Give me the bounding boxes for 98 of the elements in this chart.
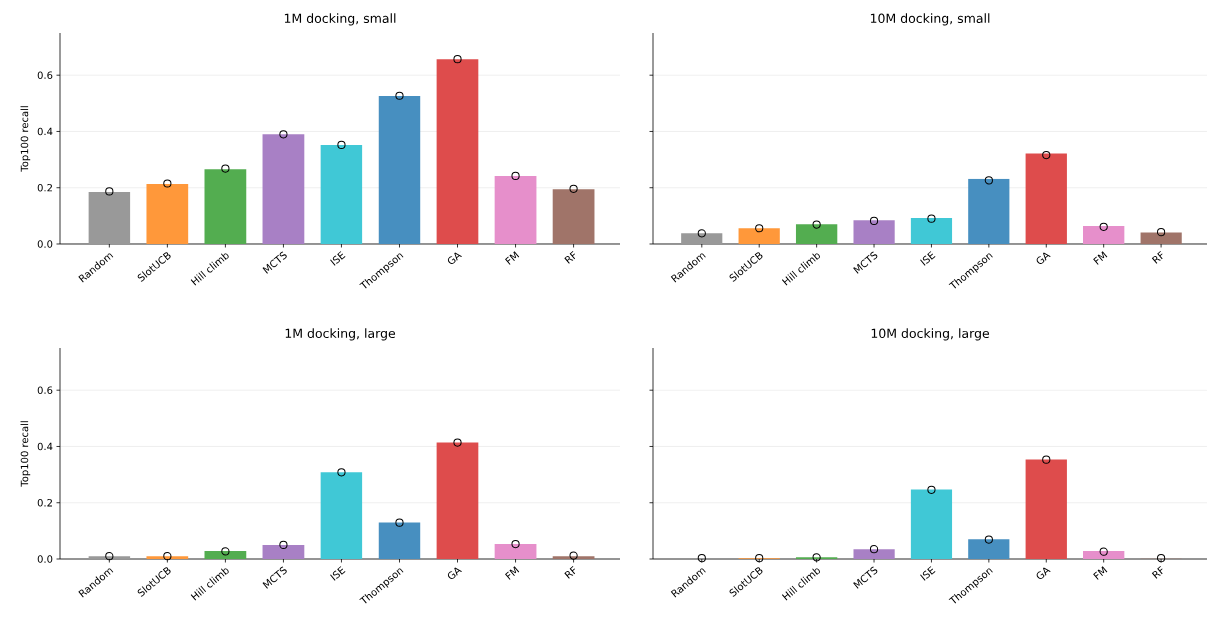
point	[1042, 455, 1051, 464]
bar	[1083, 551, 1125, 559]
bar	[552, 189, 595, 244]
chart-title: 1M docking, small	[284, 13, 396, 26]
bar	[910, 489, 953, 559]
bar	[436, 442, 479, 559]
point	[395, 518, 404, 527]
point	[511, 171, 520, 181]
x-tick-label: RF	[1151, 565, 1163, 579]
bar	[204, 169, 247, 244]
point	[163, 179, 172, 188]
point	[755, 224, 764, 233]
point	[927, 214, 936, 223]
bar	[262, 134, 305, 244]
bar	[1025, 459, 1067, 559]
point	[869, 545, 879, 554]
bar	[681, 233, 723, 244]
x-tick-label: RF	[564, 565, 576, 579]
chart-title: 10M docking, large	[871, 328, 990, 341]
point	[927, 485, 936, 494]
x-tick-label: GA	[447, 567, 462, 580]
point	[279, 130, 288, 139]
x-tick-label: ISE	[920, 251, 936, 266]
bar	[378, 96, 421, 244]
x-tick-label: ISE	[330, 566, 346, 581]
bar	[494, 175, 537, 244]
point	[984, 176, 993, 185]
chart-title: 10M docking, small	[870, 13, 990, 26]
point	[812, 220, 821, 229]
point	[279, 540, 288, 550]
y-axis-title: Top100 recall	[20, 106, 31, 172]
bar	[146, 556, 189, 559]
x-tick-label: ISE	[330, 251, 346, 266]
y-tick-label: 0.0	[37, 240, 53, 248]
bar	[968, 178, 1010, 244]
x-tick-label: GA	[1036, 252, 1051, 265]
y-tick-label: 0.2	[37, 498, 52, 507]
bar	[88, 191, 131, 244]
point	[105, 552, 114, 561]
bar	[1025, 153, 1067, 244]
bar	[320, 472, 363, 559]
bar	[795, 224, 838, 244]
y-tick-label: 0.6	[37, 71, 53, 79]
point	[221, 547, 230, 556]
x-tick-label: GA	[1036, 567, 1051, 580]
y-tick-label: 0.2	[37, 183, 52, 192]
bar	[494, 544, 537, 559]
point	[453, 438, 462, 447]
bar	[853, 220, 895, 244]
point	[1156, 228, 1166, 237]
bar	[146, 184, 189, 244]
y-tick-label: 0.0	[37, 555, 53, 563]
point	[395, 91, 404, 100]
point	[812, 553, 821, 562]
point	[569, 551, 578, 560]
y-axis-title: Top100 recall	[20, 421, 31, 487]
bar	[968, 539, 1010, 559]
point	[697, 229, 706, 238]
point	[755, 554, 764, 563]
bar	[88, 556, 131, 559]
x-tick-label: FM	[1093, 566, 1108, 580]
x-tick-label: FM	[1093, 251, 1108, 265]
point	[105, 187, 114, 196]
bar	[552, 556, 595, 559]
point	[569, 184, 578, 193]
bar	[262, 544, 305, 559]
bar	[1140, 232, 1182, 244]
point	[1042, 151, 1051, 160]
y-tick-label: 0.4	[37, 127, 53, 136]
y-tick-label: 0.6	[37, 386, 53, 394]
point	[453, 55, 462, 64]
point	[869, 216, 879, 226]
point	[697, 554, 706, 563]
x-tick-label: ISE	[920, 566, 936, 581]
bar	[204, 551, 247, 559]
point	[1099, 222, 1108, 231]
point	[511, 539, 520, 549]
x-tick-label: RF	[564, 250, 576, 264]
bar	[738, 228, 780, 244]
point	[1156, 554, 1166, 563]
point	[337, 468, 346, 477]
x-tick-label: FM	[505, 566, 520, 580]
point	[984, 535, 993, 544]
y-tick-label: 0.4	[37, 442, 53, 451]
bar	[1083, 225, 1125, 244]
point	[1099, 547, 1108, 556]
point	[337, 140, 346, 150]
point	[163, 552, 172, 561]
point	[221, 164, 230, 173]
bar	[853, 549, 895, 559]
x-tick-label: RF	[1151, 250, 1163, 264]
bar	[378, 522, 421, 559]
chart-title: 1M docking, large	[285, 328, 396, 341]
bar	[910, 218, 953, 244]
bar	[320, 144, 363, 244]
bar	[436, 59, 479, 244]
x-tick-label: FM	[505, 251, 520, 265]
x-tick-label: GA	[447, 252, 462, 265]
